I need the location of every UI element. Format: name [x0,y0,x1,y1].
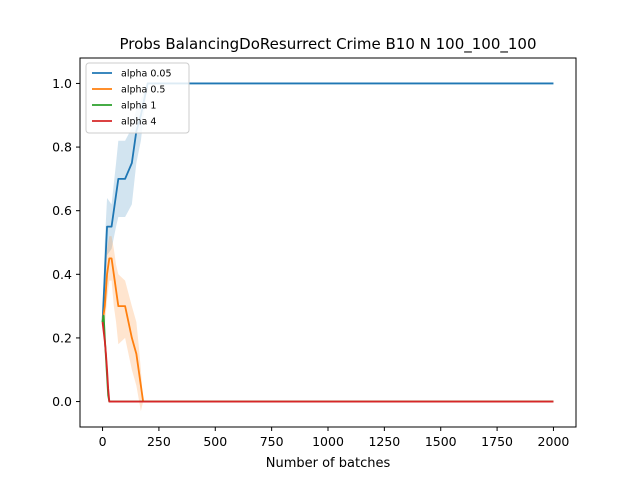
x-tick-label: 1250 [368,434,400,449]
y-tick-label: 0.0 [52,394,72,409]
x-tick-label: 250 [147,434,171,449]
series-line-alpha-4 [101,321,554,403]
x-axis-label: Number of batches [266,456,391,471]
x-tick-label: 1500 [425,434,457,449]
y-tick-label: 0.8 [52,140,72,155]
x-tick-label: 750 [260,434,284,449]
plot-area [101,82,554,412]
x-tick-label: 1750 [481,434,513,449]
legend-label-alpha-4: alpha 4 [121,117,156,128]
x-tick-label: 500 [203,434,227,449]
y-tick-label: 0.4 [52,267,72,282]
chart-title: Probs BalancingDoResurrect Crime B10 N 1… [119,35,536,54]
legend-box [85,62,190,134]
y-axis: 0.0 0.2 0.4 0.6 0.8 1.0 [52,76,80,409]
x-tick-label: 2000 [538,434,570,449]
y-tick-label: 0.2 [52,330,72,345]
x-tick-label: 1000 [312,434,344,449]
x-tick-label: 0 [99,434,107,449]
legend-label-alpha-1: alpha 1 [121,101,156,112]
y-tick-label: 1.0 [52,76,72,91]
legend: alpha 0.05 alpha 0.5 alpha 1 alpha 4 [85,62,190,134]
legend-label-alpha-0-05: alpha 0.05 [121,69,172,80]
legend-label-alpha-0-5: alpha 0.5 [121,85,165,96]
series-line-alpha-0-05 [101,82,554,323]
x-axis: 0 250 500 750 1000 1250 1500 1750 2000 [99,427,570,449]
y-tick-label: 0.6 [52,203,72,218]
